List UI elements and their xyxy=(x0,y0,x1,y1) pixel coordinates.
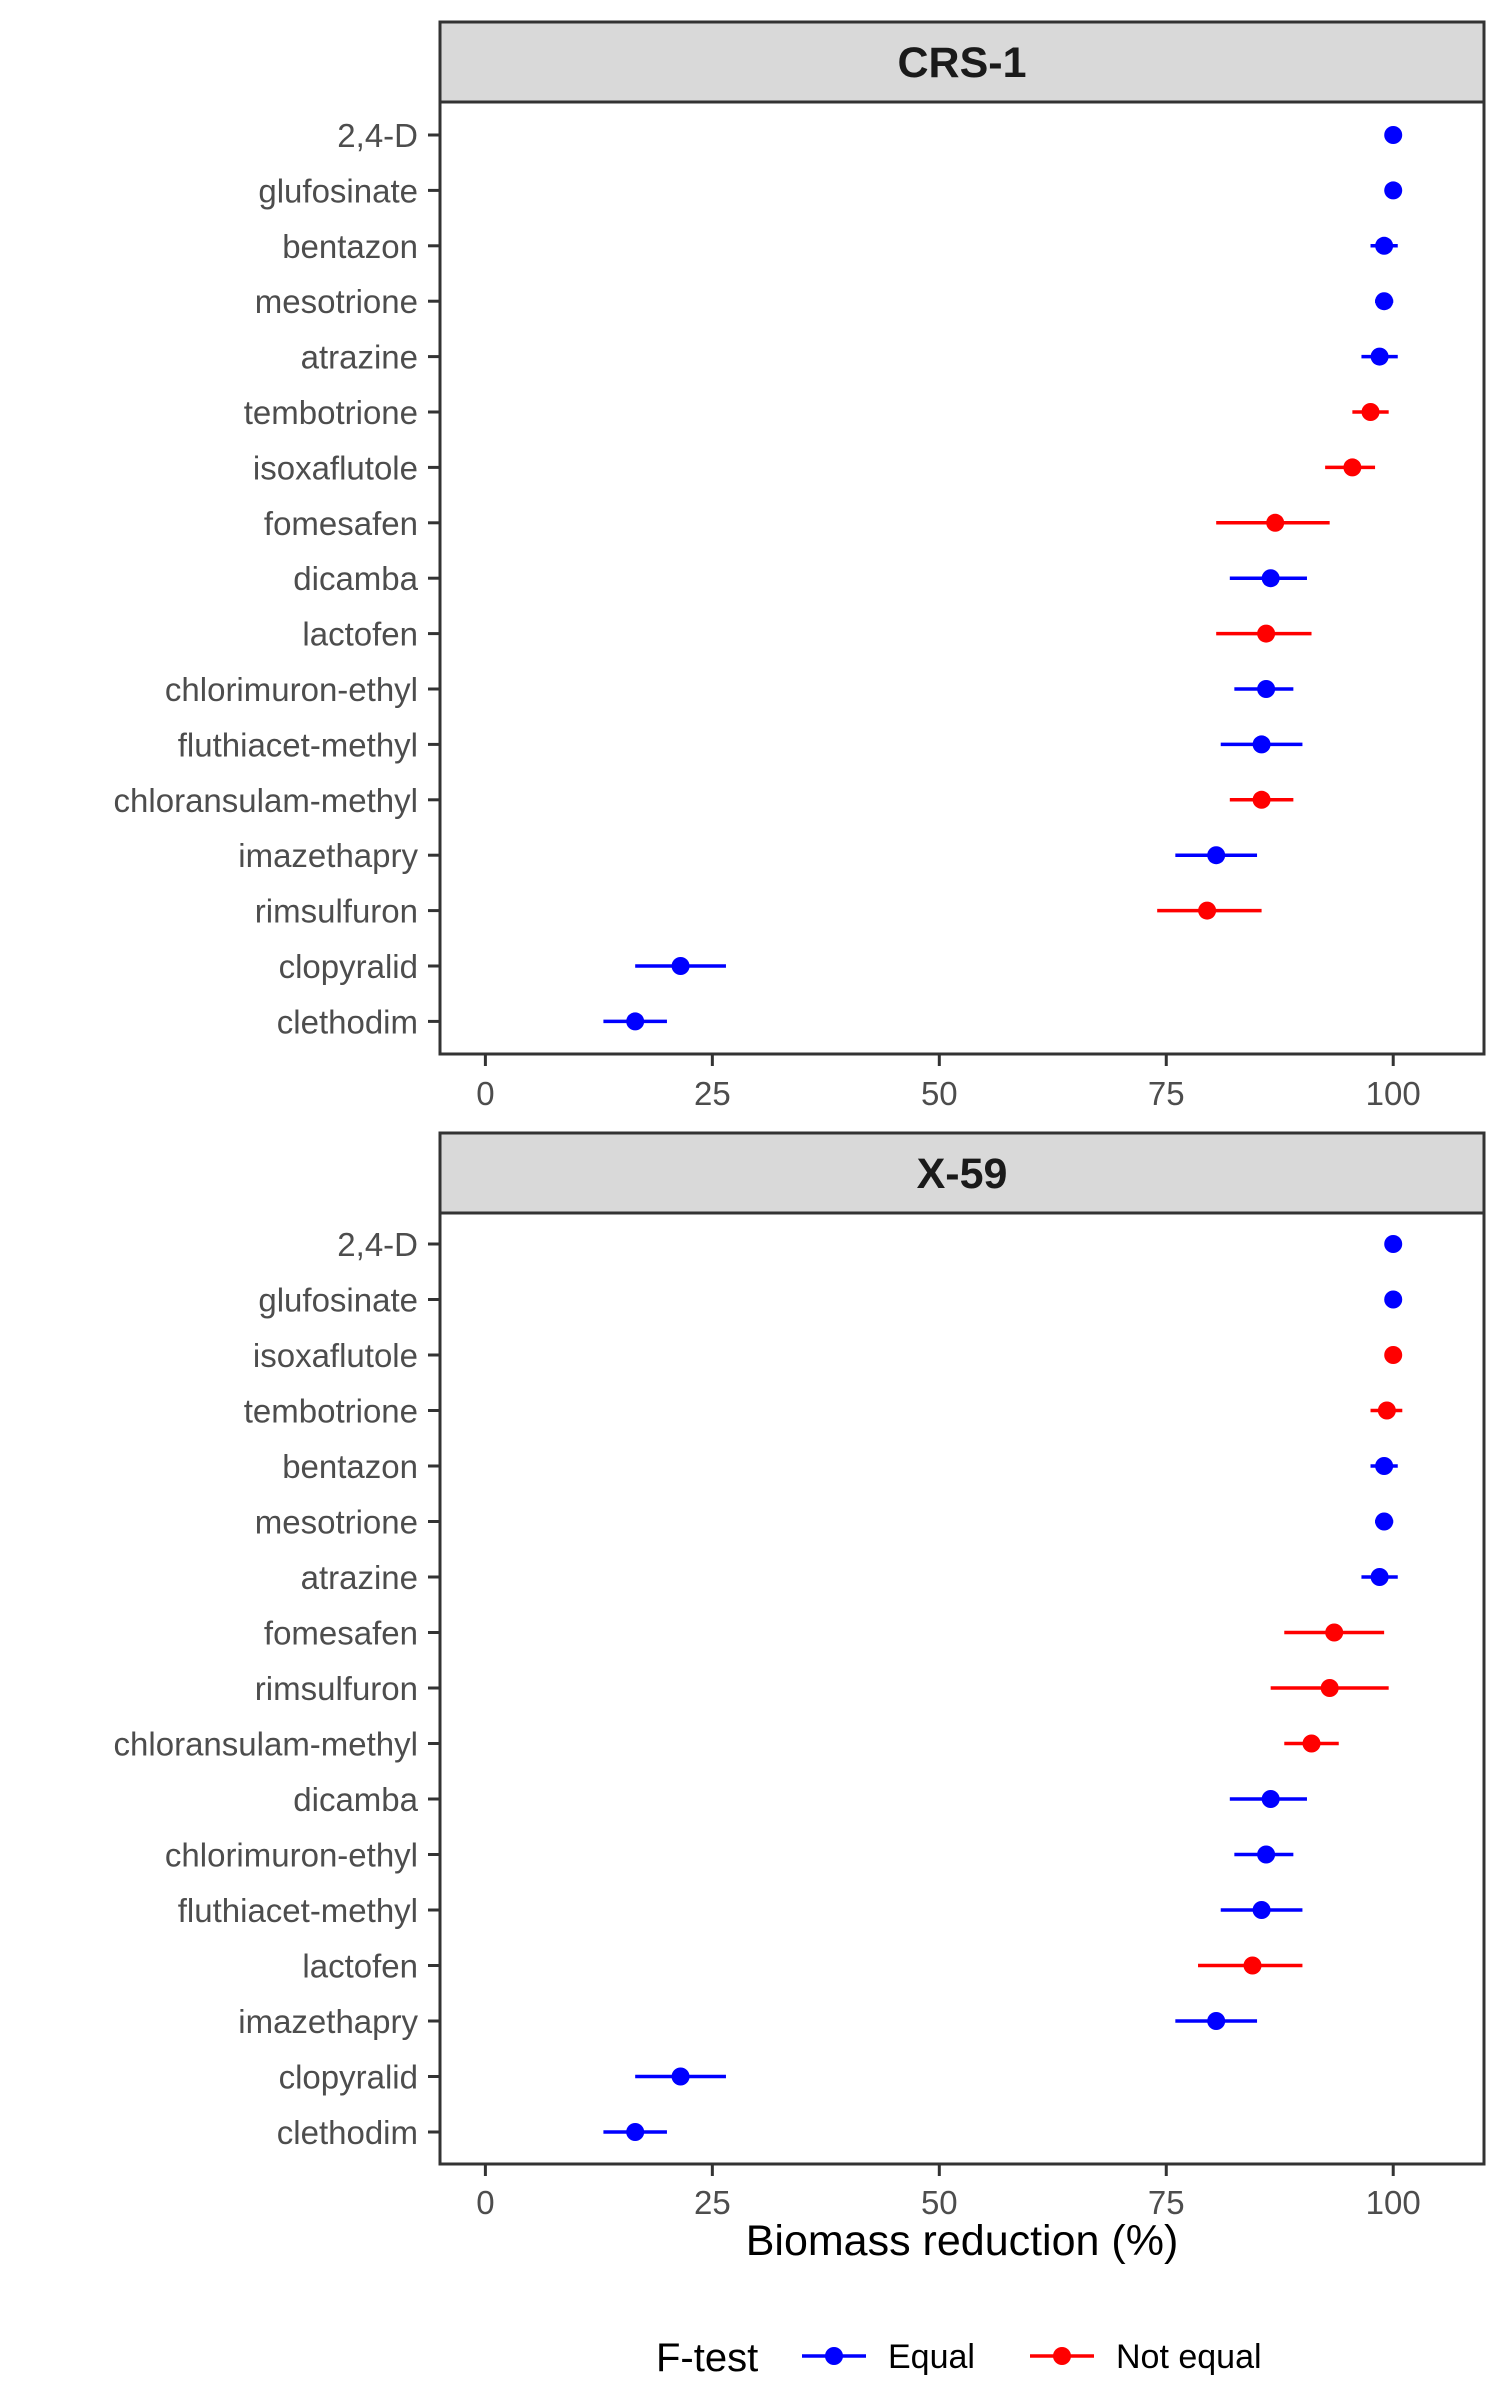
panel-crs-1: CRS-1 0 25 50 75 100 2,4-D glufosinate bentazon m… xyxy=(114,20,1486,1112)
y-tick-label: glufosinate xyxy=(258,172,418,209)
data-point xyxy=(1198,901,1217,920)
legend-label: Equal xyxy=(888,2338,975,2376)
data-point xyxy=(1252,735,1271,754)
y-tick-label: tembotrione xyxy=(244,1393,418,1430)
legend-title: F-test xyxy=(656,2336,758,2380)
y-tick-label: 2,4-D xyxy=(337,1226,418,1263)
y-tick-label: rimsulfuron xyxy=(255,893,418,930)
data-point xyxy=(671,2067,690,2086)
data-point xyxy=(1384,1235,1403,1253)
y-tick-label: clethodim xyxy=(277,1003,418,1040)
y-tick-label: fomesafen xyxy=(264,1615,418,1652)
y-tick-label: chlorimuron-ethyl xyxy=(165,1837,418,1874)
data-point xyxy=(1325,1623,1344,1642)
x-tick-label: 100 xyxy=(1366,1075,1421,1112)
legend-key-point xyxy=(1053,2347,1071,2365)
x-tick-label: 75 xyxy=(1148,2184,1185,2221)
data-point xyxy=(1384,181,1403,200)
y-tick-label: tembotrione xyxy=(244,394,418,431)
y-tick-label: clethodim xyxy=(277,2114,418,2151)
x-axis-title: Biomass reduction (%) xyxy=(746,2217,1179,2265)
y-tick-label: bentazon xyxy=(282,228,418,265)
x-tick-label: 50 xyxy=(921,2184,958,2221)
y-tick-label: 2,4-D xyxy=(337,117,418,154)
data-point xyxy=(1252,790,1271,809)
y-tick-label: mesotrione xyxy=(255,283,418,320)
legend-label: Not equal xyxy=(1116,2338,1262,2376)
x-tick-label: 25 xyxy=(694,2184,731,2221)
data-point xyxy=(1370,1568,1389,1586)
y-tick-label: dicamba xyxy=(293,560,418,597)
y-tick-label: fomesafen xyxy=(264,505,418,542)
data-point xyxy=(1302,1734,1321,1753)
panels: CRS-1 0 25 50 75 100 2,4-D glufosinate bentazon m… xyxy=(114,20,1486,2221)
x-tick-label: 0 xyxy=(476,2184,494,2221)
y-tick-label: isoxaflutole xyxy=(253,449,418,486)
x-tick-label: 25 xyxy=(694,1075,731,1112)
data-point xyxy=(1375,1457,1394,1475)
data-point xyxy=(1377,1401,1396,1420)
y-tick-label: lactofen xyxy=(302,616,418,653)
y-tick-label: atrazine xyxy=(301,339,418,376)
data-point xyxy=(1266,513,1285,532)
data-point xyxy=(1257,680,1276,698)
x-tick-label: 0 xyxy=(476,1075,494,1112)
data-point xyxy=(671,957,690,975)
data-point xyxy=(1384,1290,1403,1309)
y-tick-label: dicamba xyxy=(293,1781,418,1818)
data-point xyxy=(1207,2012,1226,2030)
y-tick-label: rimsulfuron xyxy=(255,1670,418,1707)
data-point xyxy=(1375,292,1394,311)
data-point xyxy=(1207,846,1226,865)
data-point xyxy=(1252,1901,1271,1919)
x-tick-label: 100 xyxy=(1366,2184,1421,2221)
y-tick-label: atrazine xyxy=(301,1559,418,1596)
data-point xyxy=(1375,1512,1394,1531)
x-tick-label: 75 xyxy=(1148,1075,1185,1112)
data-point xyxy=(1370,347,1389,366)
y-tick-label: imazethapry xyxy=(238,2003,418,2040)
y-tick-label: clopyralid xyxy=(279,2059,418,2096)
y-tick-label: fluthiacet-methyl xyxy=(178,1892,418,1929)
data-point xyxy=(626,2123,645,2141)
y-tick-label: imazethapry xyxy=(238,837,418,874)
y-tick-label: clopyralid xyxy=(279,948,418,985)
y-tick-label: lactofen xyxy=(302,1948,418,1985)
data-point xyxy=(1384,126,1403,144)
data-point xyxy=(1257,1845,1276,1864)
data-point xyxy=(1261,1790,1280,1808)
data-point xyxy=(1361,403,1380,421)
data-point xyxy=(1257,624,1276,643)
y-tick-label: mesotrione xyxy=(255,1504,418,1541)
data-point xyxy=(1375,236,1394,255)
legend: F-test Equal Not equal xyxy=(656,2336,1262,2380)
data-point xyxy=(1320,1679,1339,1697)
y-tick-label: chloransulam-methyl xyxy=(114,782,418,819)
y-tick-label: chlorimuron-ethyl xyxy=(165,671,418,708)
strip-title: X-59 xyxy=(917,1150,1008,1198)
legend-key-point xyxy=(825,2347,843,2365)
strip-title: CRS-1 xyxy=(897,39,1026,87)
y-tick-label: bentazon xyxy=(282,1448,418,1485)
x-tick-label: 50 xyxy=(921,1075,958,1112)
panel-x-59: X-59 0 25 50 75 100 2,4-D glufosinate isoxafluto… xyxy=(114,1131,1486,2221)
data-point xyxy=(1384,1346,1403,1364)
y-tick-label: glufosinate xyxy=(258,1282,418,1319)
strip-background xyxy=(438,20,1486,104)
data-point xyxy=(1261,569,1280,588)
data-point xyxy=(626,1012,645,1031)
y-tick-label: isoxaflutole xyxy=(253,1337,418,1374)
data-point xyxy=(1243,1956,1262,1975)
y-tick-label: fluthiacet-methyl xyxy=(178,726,418,763)
data-point xyxy=(1343,458,1362,477)
y-tick-label: chloransulam-methyl xyxy=(114,1726,418,1763)
